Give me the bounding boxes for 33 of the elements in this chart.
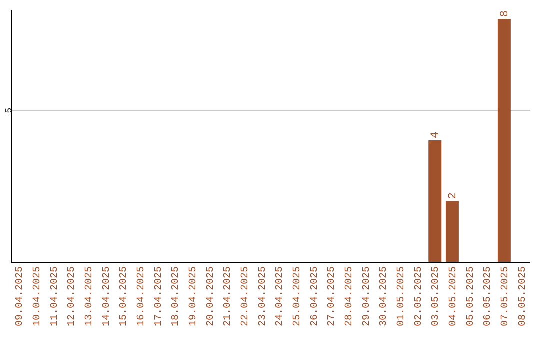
x-tick-label: 28.04.2025 (344, 266, 356, 327)
x-tick-label: 16.04.2025 (136, 266, 148, 327)
x-tick-label: 20.04.2025 (206, 266, 217, 327)
x-tick-label: 23.04.2025 (258, 266, 269, 327)
x-tick-label: 27.04.2025 (327, 266, 338, 327)
data-label: 2 (447, 192, 460, 200)
x-tick-label: 04.05.2025 (448, 266, 460, 327)
x-tick-label: 14.04.2025 (102, 266, 113, 327)
x-tick-label: 18.04.2025 (171, 266, 182, 327)
x-tick-label: 02.05.2025 (414, 266, 425, 327)
x-tick-label: 03.05.2025 (431, 266, 442, 327)
x-tick-label: 08.05.2025 (518, 266, 529, 327)
x-tick-label: 06.05.2025 (483, 266, 494, 327)
x-tick-label: 29.04.2025 (362, 266, 373, 327)
x-tick-label: 30.04.2025 (379, 266, 390, 327)
x-tick-label: 13.04.2025 (84, 266, 96, 327)
x-tick-label: 09.04.2025 (15, 266, 26, 327)
x-tick-label: 21.04.2025 (223, 266, 234, 327)
x-tick-label: 24.04.2025 (275, 266, 286, 327)
x-tick-label: 12.04.2025 (67, 266, 78, 327)
data-label: 8 (499, 10, 512, 18)
x-tick-label: 05.05.2025 (466, 266, 477, 327)
x-tick-label: 07.05.2025 (500, 266, 512, 327)
x-tick-label: 01.05.2025 (396, 266, 408, 327)
x-tick-label: 25.04.2025 (292, 266, 304, 327)
data-label: 4 (430, 132, 442, 139)
x-tick-label: 10.04.2025 (32, 266, 44, 327)
x-tick-label: 22.04.2025 (240, 266, 252, 327)
x-tick-label: 19.04.2025 (188, 266, 200, 327)
x-tick-label: 15.04.2025 (119, 266, 130, 327)
x-tick-label: 17.04.2025 (154, 266, 165, 327)
x-tick-label: 11.04.2025 (50, 266, 61, 327)
x-tick-label: 26.04.2025 (310, 266, 321, 327)
